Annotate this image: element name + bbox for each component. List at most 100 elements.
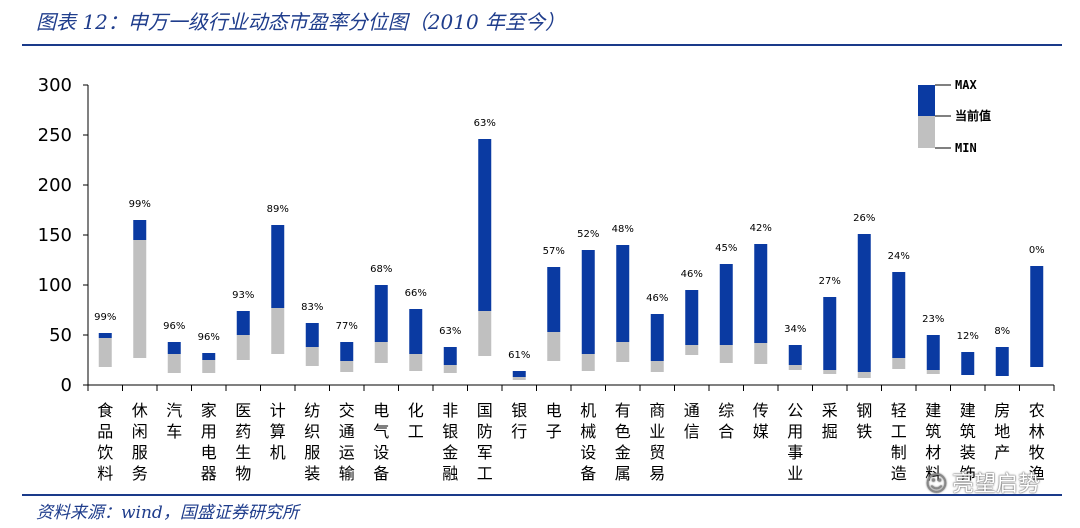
percentile-label: 48% <box>612 224 634 235</box>
bar-lower-segment <box>305 347 319 366</box>
bar-upper-segment <box>236 311 250 335</box>
source-rule <box>22 494 1062 496</box>
bar-upper-segment <box>512 371 526 377</box>
category-label: 房地产 <box>994 401 1010 462</box>
bar-upper-segment <box>98 333 112 338</box>
bar-lower-segment <box>926 370 940 374</box>
bar-upper-segment <box>167 342 181 354</box>
percentile-label: 46% <box>646 293 668 304</box>
category-label: 传媒 <box>753 401 769 441</box>
bar-lower-segment <box>788 365 802 370</box>
percentile-label: 8% <box>994 326 1010 337</box>
percentile-label: 93% <box>232 290 254 301</box>
category-label: 化工 <box>408 401 424 441</box>
bar-lower-segment <box>133 240 147 358</box>
category-label: 有色金属 <box>615 401 631 483</box>
bar-upper-segment <box>478 139 492 311</box>
bar-upper-segment <box>305 323 319 347</box>
chart-title: 图表 12：申万一级行业动态市盈率分位图（2010 年至今） <box>36 10 566 34</box>
bar-upper-segment <box>133 220 147 240</box>
percentile-label: 63% <box>439 326 461 337</box>
category-label: 通信 <box>684 401 700 441</box>
bar-lower-segment <box>547 332 561 361</box>
category-label: 汽车 <box>166 401 182 441</box>
bar-upper-segment <box>443 347 457 365</box>
y-tick-label: 50 <box>49 325 72 346</box>
percentile-label: 99% <box>129 199 151 210</box>
percentile-label: 61% <box>508 350 530 361</box>
category-label: 采掘 <box>822 401 838 441</box>
percentile-label: 42% <box>750 223 772 234</box>
category-label: 钢铁 <box>856 401 872 441</box>
bar-upper-segment <box>616 245 630 342</box>
percentile-label: 83% <box>301 302 323 313</box>
bar-lower-segment <box>650 361 664 372</box>
percentile-label: 24% <box>888 251 910 262</box>
title-rule <box>22 44 1062 46</box>
bar-upper-segment <box>340 342 354 361</box>
bar-lower-segment <box>98 338 112 367</box>
bar-lower-segment <box>236 335 250 360</box>
bar-upper-segment <box>581 250 595 354</box>
percentile-label: 57% <box>543 246 565 257</box>
bar-lower-segment <box>340 361 354 372</box>
category-label: 商业贸易 <box>649 401 665 483</box>
bar-upper-segment <box>374 285 388 342</box>
category-label: 医药生物 <box>235 401 251 483</box>
percentile-label: 63% <box>474 118 496 129</box>
pe-percentile-chart: 0 50 100 150 200 250 300 99% 食品饮料 99% 休闲服务 96% 汽车 96%… <box>38 75 1055 483</box>
bar-lower-segment <box>167 354 181 373</box>
category-label: 计算机 <box>270 401 286 462</box>
bar-lower-segment <box>892 358 906 369</box>
percentile-label: 23% <box>922 314 944 325</box>
category-label: 建筑装饰 <box>960 401 976 483</box>
bar-lower-segment <box>857 372 871 378</box>
category-label: 建筑材料 <box>925 401 941 483</box>
percentile-label: 96% <box>163 321 185 332</box>
bar-lower-segment <box>685 345 699 355</box>
bar-upper-segment <box>892 272 906 358</box>
bar-upper-segment <box>1030 266 1044 367</box>
bar-upper-segment <box>409 309 423 354</box>
category-label: 家用电器 <box>201 401 217 483</box>
legend-min-label: MIN <box>955 141 977 155</box>
percentile-label: 89% <box>267 204 289 215</box>
y-tick-label: 200 <box>38 175 72 196</box>
bar-upper-segment <box>995 347 1009 376</box>
bar-lower-segment <box>581 354 595 371</box>
y-tick-label: 150 <box>38 225 72 246</box>
y-tick-label: 100 <box>38 275 72 296</box>
legend-max-swatch <box>918 85 935 116</box>
percentile-label: 27% <box>819 276 841 287</box>
category-label: 公用事业 <box>787 401 803 483</box>
percentile-label: 96% <box>198 332 220 343</box>
category-label: 非银金融 <box>442 401 458 483</box>
category-label: 交通运输 <box>339 401 355 483</box>
bar-upper-segment <box>788 345 802 365</box>
percentile-label: 46% <box>681 269 703 280</box>
legend-max-label: MAX <box>955 78 977 92</box>
category-label: 轻工制造 <box>891 401 907 483</box>
percentile-label: 12% <box>957 331 979 342</box>
bar-lower-segment <box>719 345 733 363</box>
bar-lower-segment <box>478 311 492 356</box>
category-label: 休闲服务 <box>132 401 148 483</box>
percentile-label: 68% <box>370 264 392 275</box>
category-label: 电气设备 <box>373 401 389 483</box>
y-tick-label: 250 <box>38 125 72 146</box>
bar-upper-segment <box>926 335 940 370</box>
bar-lower-segment <box>512 377 526 380</box>
bar-upper-segment <box>857 234 871 372</box>
bar-upper-segment <box>719 264 733 345</box>
category-label: 纺织服装 <box>304 401 320 483</box>
bar-upper-segment <box>271 225 285 308</box>
bar-lower-segment <box>443 365 457 373</box>
legend-min-swatch <box>918 116 935 148</box>
bar-lower-segment <box>409 354 423 371</box>
bar-lower-segment <box>616 342 630 362</box>
y-tick-label: 0 <box>61 375 72 396</box>
y-tick-label: 300 <box>38 75 72 96</box>
bar-lower-segment <box>823 370 837 374</box>
bar-upper-segment <box>547 267 561 332</box>
percentile-label: 66% <box>405 288 427 299</box>
